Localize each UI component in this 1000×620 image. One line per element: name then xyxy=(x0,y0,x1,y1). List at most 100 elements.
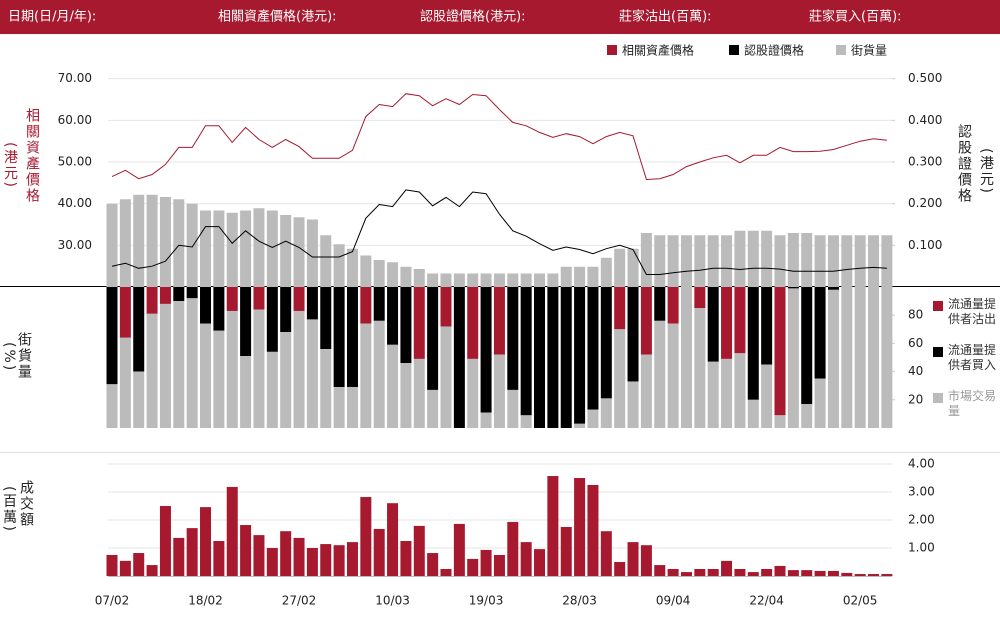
volume-bar xyxy=(747,287,759,400)
turnover-bar xyxy=(226,486,238,576)
volume-bar xyxy=(734,287,746,354)
legend-label: 流通量提供者沽出 xyxy=(948,297,997,326)
street-bar xyxy=(253,208,265,287)
turnover-bar xyxy=(787,570,799,576)
street-bar xyxy=(373,260,385,287)
volume-bar xyxy=(680,287,692,428)
volume-bar xyxy=(600,287,612,399)
street-bar xyxy=(520,273,532,287)
turnover-bar xyxy=(841,572,853,576)
street-bar xyxy=(694,235,706,287)
turnover-bar xyxy=(654,565,666,576)
volume-bar xyxy=(654,287,666,321)
street-bar xyxy=(240,210,252,287)
volume-bar xyxy=(614,329,626,428)
volume-bar xyxy=(507,389,519,428)
street-bar xyxy=(333,244,345,287)
y2-axis-label: 認股證價格 xyxy=(956,124,972,204)
turnover-bar xyxy=(507,521,519,576)
street-bar xyxy=(159,197,171,287)
volume-bar xyxy=(467,358,479,428)
street-bar xyxy=(360,255,372,287)
volume-bar xyxy=(240,356,252,428)
volume-bar xyxy=(827,287,839,290)
volume-bar xyxy=(186,298,198,428)
y-tick-label: 4.00 xyxy=(908,457,935,471)
volume-bar xyxy=(387,287,399,345)
street-bar xyxy=(507,273,519,287)
turnover-bar xyxy=(387,503,399,576)
street-bar xyxy=(654,235,666,287)
volume-bar xyxy=(534,287,546,428)
turnover-bar xyxy=(373,528,385,576)
turnover-bar xyxy=(801,570,813,576)
turnover-bar xyxy=(694,569,706,576)
volume-bar xyxy=(333,387,345,428)
y-axis-unit: (%) xyxy=(1,342,17,373)
volume-bar xyxy=(493,354,505,428)
street-bar xyxy=(133,194,145,287)
price-line xyxy=(111,189,887,275)
street-bar xyxy=(627,248,639,287)
street-bar xyxy=(200,210,212,287)
legend-swatch xyxy=(933,347,943,357)
turnover-bar xyxy=(587,485,599,576)
street-bar xyxy=(320,235,332,287)
volume-bar xyxy=(453,287,465,428)
volume-bar xyxy=(814,287,826,379)
volume-bar xyxy=(333,287,345,388)
street-bar xyxy=(667,235,679,287)
volume-bar xyxy=(640,354,652,428)
turnover-bar xyxy=(306,548,318,576)
volume-bar xyxy=(400,363,412,428)
turnover-bar xyxy=(560,527,572,576)
volume-bar xyxy=(106,384,118,428)
volume-bar xyxy=(159,287,171,304)
street-bar xyxy=(400,266,412,287)
volume-bar xyxy=(320,349,332,428)
turnover-bar xyxy=(627,542,639,576)
volume-bar xyxy=(119,337,131,428)
turnover-bar xyxy=(640,545,652,576)
volume-bar xyxy=(467,287,479,359)
street-bar xyxy=(440,273,452,287)
volume-bar xyxy=(293,310,305,428)
volume-bar xyxy=(841,287,853,428)
turnover-bar xyxy=(133,553,145,576)
turnover-bar xyxy=(721,560,733,576)
x-tick-label: 22/04 xyxy=(749,594,784,608)
volume-bar xyxy=(640,287,652,355)
street-bar xyxy=(413,269,425,287)
header-label: 日期(日/月/年): xyxy=(8,10,96,25)
volume-bar xyxy=(734,353,746,428)
volume-bar xyxy=(200,287,212,324)
street-bar xyxy=(346,248,358,287)
legend-swatch xyxy=(836,45,846,55)
x-tick-label: 09/04 xyxy=(656,594,691,608)
volume-bar xyxy=(774,415,786,428)
x-tick-label: 18/02 xyxy=(188,594,223,608)
street-bar xyxy=(868,235,880,287)
volume-bar xyxy=(266,287,278,352)
volume-bar xyxy=(413,287,425,359)
volume-bar xyxy=(493,287,505,355)
street-bar xyxy=(560,266,572,287)
x-tick-label: 02/05 xyxy=(843,594,878,608)
turnover-bar xyxy=(333,545,345,576)
volume-bar xyxy=(707,287,719,362)
y-tick-label: 20 xyxy=(908,392,923,406)
street-bar xyxy=(119,199,131,287)
volume-bar xyxy=(280,287,292,333)
volume-bar xyxy=(587,409,599,428)
turnover-bar xyxy=(346,542,358,576)
volume-bar xyxy=(186,287,198,299)
volume-bar xyxy=(346,387,358,428)
street-bar xyxy=(427,273,439,287)
street-bar xyxy=(493,273,505,287)
volume-bar xyxy=(226,287,238,311)
street-bar xyxy=(186,203,198,287)
volume-bar xyxy=(133,287,145,372)
street-bar xyxy=(747,230,759,287)
y-tick-label: 70.00 xyxy=(58,71,92,85)
volume-bar xyxy=(200,323,212,428)
